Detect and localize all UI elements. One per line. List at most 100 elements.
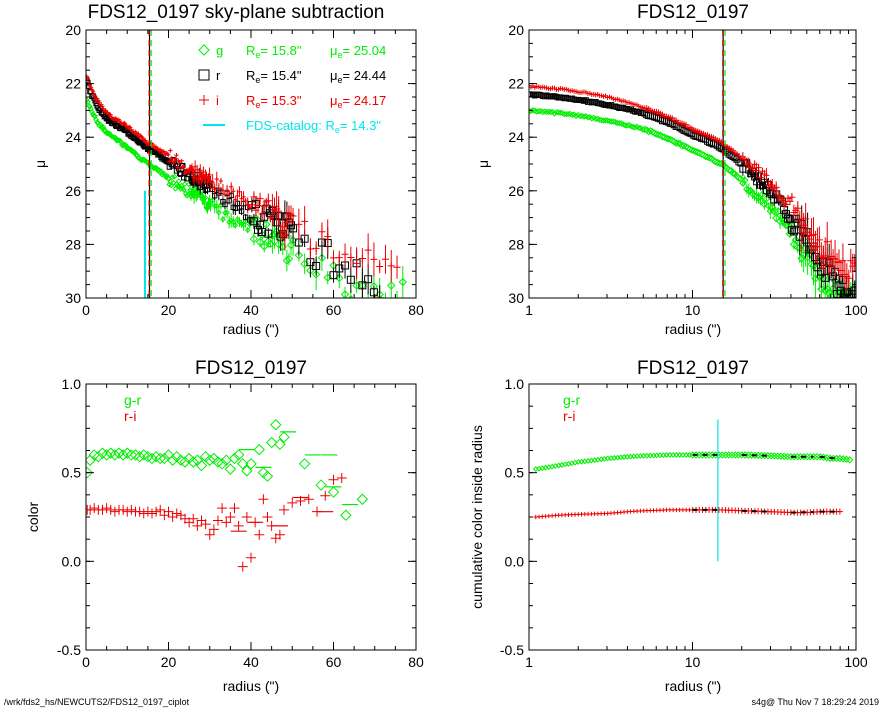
g-r-color-point [129,449,142,461]
y-tick-label: -0.5 [57,642,81,658]
x-tick-label: 20 [161,302,177,318]
g-band-point [598,117,605,124]
g-band-point [539,109,546,116]
panel-4-title: FDS12_0197 [637,358,749,379]
g-band-point [623,122,631,129]
g-band-point [171,173,178,180]
g-band-point [576,113,584,120]
x-tick-label: 1 [525,302,533,318]
panel-color-profile: FDS12_0197 0 20 40 60 80 -0.5 0.0 0.5 1.0 radiu… [25,358,424,694]
g-r-cumulative-point [715,451,723,459]
panel-1-x-axis-label: radius (") [223,321,279,337]
g-r-color-point [204,454,216,466]
g-r-cumulative-point [728,451,736,459]
y-tick-label: 22 [65,76,81,92]
panel-1-title: FDS12_0197 sky-plane subtraction [88,2,385,23]
r-i-color-point [246,552,256,563]
g-band-point [365,303,372,310]
median-overlay [741,509,771,513]
g-r-cumulative-point [845,456,854,464]
y-tick-label: 26 [508,183,524,199]
g-band-point [680,141,688,150]
r-i-color-point [188,513,199,524]
panel-3-y-axis-label: color [25,501,41,532]
g-band-point [641,125,649,134]
i-band-point [100,104,105,109]
g-r-cumulative-point [708,451,717,459]
i-band-point [108,112,113,117]
g-band-point [183,192,190,199]
g-band-point [159,171,166,178]
g-band-point [701,152,710,161]
g-band-point [535,108,542,115]
g-r-color-point [133,450,146,463]
g-r-color-point [274,438,286,451]
g-r-color-point [261,470,274,482]
g-band-point [660,133,669,141]
g-band-point [697,150,706,158]
g-band-point [695,149,704,157]
g-r-color-point [158,452,171,465]
g-band-point [690,146,698,155]
legend-diamond-marker [198,44,210,56]
footer-path: /wrk/fds2_hs/NEWCUTS2/FDS12_0197_ciplot [4,697,190,707]
g-band-point [674,139,682,147]
x-tick-label: 10 [685,302,701,318]
g-r-color-point [117,449,129,461]
g-band-point [177,186,184,192]
median-overlay [819,455,836,460]
median-overlay [741,453,771,457]
g-band-point [694,148,702,157]
r-i-color-point [336,472,347,483]
g-r-color-point [125,449,138,461]
legend-r-re: Re= 15.4" [246,68,302,85]
g-band-point [164,173,171,179]
g-r-color-point [109,449,121,461]
y-tick-label: 0.5 [62,465,82,481]
g-band-point [658,133,667,141]
panel-2-reff-lines [722,30,726,298]
g-band-point [614,120,621,127]
legend-r-i: r-i [124,408,136,424]
panel-1-x-tick-labels: 0 20 40 60 80 [82,302,424,318]
g-band-point [725,166,733,174]
y-tick-label: 22 [508,76,524,92]
panel-3-ticks [85,383,417,651]
g-band-point [666,135,674,144]
g-band-point [596,116,603,123]
r-band-point [529,91,532,98]
g-band-point [184,191,191,198]
panel-1-ticks [85,29,417,299]
r-i-color-point [229,503,240,514]
y-tick-label: 20 [65,22,81,38]
g-r-color-point [356,493,369,505]
x-tick-label: 1 [525,654,533,670]
y-tick-label: 20 [508,22,524,38]
panel-4-ticks [528,383,857,651]
g-band-point [557,109,564,116]
g-band-point [635,124,642,132]
g-r-cumulative-point [692,451,700,459]
i-band-point [90,89,96,94]
r-i-color-point [233,520,244,531]
r-i-color-point [213,515,223,526]
panel-2-x-axis-label: radius (") [665,321,721,337]
g-band-point [176,183,183,190]
g-r-color-point [245,458,257,470]
g-r-cumulative-point [702,451,710,459]
g-band-point [664,135,673,143]
y-tick-label: 26 [65,183,81,199]
legend-plus-marker [199,95,209,105]
g-r-color-point [150,450,162,463]
panel-2-title: FDS12_0197 [637,2,749,23]
panel-4-frame [528,383,857,651]
legend-g-re: Re= 15.8" [246,43,302,60]
g-r-color-point [187,456,199,468]
x-tick-label: 0 [82,302,90,318]
panel-1-reff-lines [143,30,152,298]
panel-4-y-tick-labels: -0.5 0.0 0.5 1.0 [500,376,524,658]
i-band-point [136,131,141,136]
panel-4-data [532,419,854,562]
y-tick-label: 28 [65,236,81,252]
